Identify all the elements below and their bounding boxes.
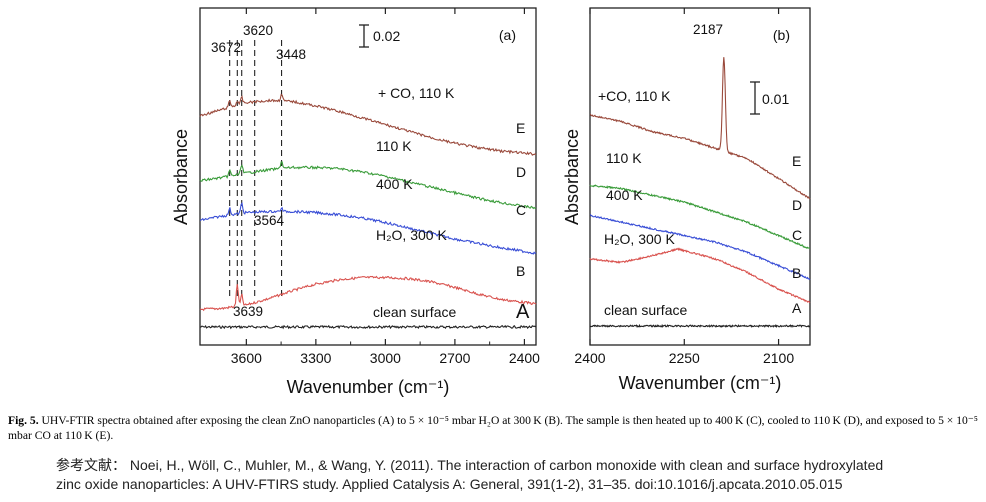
figure-caption: Fig. 5. UHV-FTIR spectra obtained after … (8, 413, 983, 443)
series-name-label-a: + CO, 110 K (378, 85, 455, 101)
x-tick-label: 2250 (669, 350, 700, 366)
spectrum-line-b (589, 247, 811, 304)
peak-label: 2187 (693, 22, 723, 37)
series-letter-a: C (516, 202, 526, 218)
spectrum-line-e (589, 57, 811, 200)
series-letter-a: E (516, 120, 525, 136)
panel-label: (b) (773, 27, 790, 43)
scale-bar-label: 0.01 (762, 91, 789, 107)
peak-label: 3564 (254, 213, 285, 228)
plot-frame-b (589, 7, 811, 346)
reference-line-2: zinc oxide nanoparticles: A UHV-FTIRS st… (56, 476, 843, 492)
series-letter-b: E (792, 153, 801, 169)
spectrum-line-c (199, 201, 537, 255)
x-axis-label: Wavenumber (cm⁻¹) (619, 373, 782, 393)
series-letter-b: B (792, 265, 801, 281)
series-name-label-a: H₂O, 300 K (376, 227, 447, 243)
x-tick-label: 2400 (509, 350, 540, 366)
reference-block: 参考文献： Noei, H., Wöll, C., Muhler, M., & … (56, 456, 976, 494)
spectrum-line-d (589, 184, 811, 250)
scale-bar-label: 0.02 (373, 28, 400, 44)
x-tick-label: 3300 (300, 350, 331, 366)
series-name-label-a: clean surface (373, 304, 456, 320)
series-letter-b: D (792, 197, 802, 213)
x-tick-label: 2400 (574, 350, 605, 366)
x-tick-label: 2100 (763, 350, 794, 366)
peak-label: 3672 (211, 40, 241, 55)
y-axis-label: Absorbance (171, 129, 191, 225)
series-letter-a: D (516, 164, 526, 180)
peak-label: 3620 (243, 23, 273, 38)
caption-label: Fig. 5. (8, 414, 39, 427)
series-name-label-a: 110 K (376, 138, 412, 154)
plot-frame-a (199, 7, 537, 346)
peak-label: 3448 (276, 47, 306, 62)
peak-label: 3639 (233, 304, 263, 319)
caption-text: UHV-FTIR spectra obtained after exposing… (8, 414, 978, 442)
spectrum-line-e (199, 93, 537, 156)
series-name-label-b: 110 K (606, 150, 642, 166)
series-name-label-b: +CO, 110 K (598, 88, 671, 104)
figure-plots: 3600 3300 3000 2700 2400 Wavenumber (cm⁻¹) Abs… (171, 7, 811, 397)
series-name-label-a: 400 K (376, 176, 413, 192)
series-letter-b: A (792, 300, 802, 316)
series-letter-b: C (792, 227, 802, 243)
spectrum-line-b (199, 275, 537, 312)
reference-line-1: 参考文献： Noei, H., Wöll, C., Muhler, M., & … (56, 457, 884, 473)
y-axis-label: Absorbance (562, 129, 582, 225)
x-tick-label: 2700 (439, 350, 470, 366)
x-tick-label: 3000 (370, 350, 401, 366)
x-axis-label: Wavenumber (cm⁻¹) (287, 377, 450, 397)
series-name-label-b: clean surface (604, 302, 687, 318)
panel-label: (a) (499, 27, 516, 43)
spectrum-line-a (199, 324, 537, 330)
series-letter-a: B (516, 263, 525, 279)
spectrum-line-c (589, 214, 811, 281)
spectrum-line-a (589, 323, 811, 328)
series-letter-a: A (516, 301, 530, 323)
spectrum-line-d (199, 161, 537, 210)
x-tick-label: 3600 (231, 350, 262, 366)
series-name-label-b: 400 K (606, 187, 643, 203)
series-name-label-b: H₂O, 300 K (604, 231, 675, 247)
